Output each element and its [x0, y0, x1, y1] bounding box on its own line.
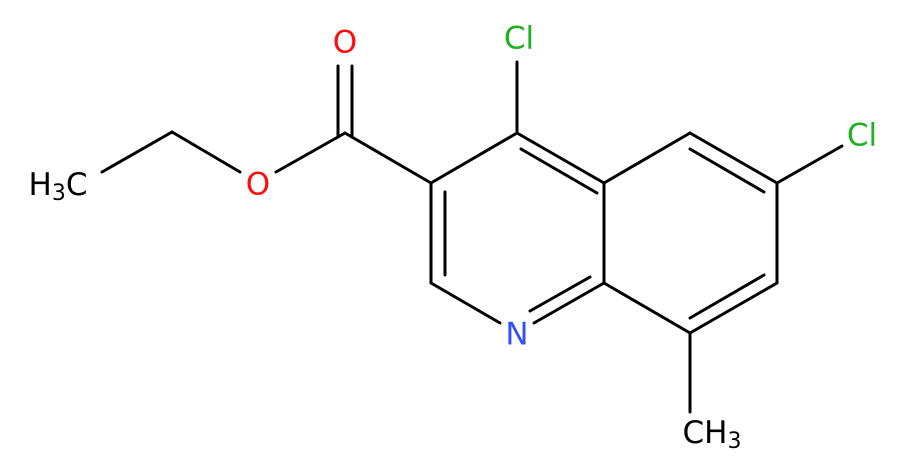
bond: [775, 144, 844, 185]
bond: [688, 281, 779, 335]
bond: [688, 131, 779, 185]
label-part: H: [29, 167, 52, 203]
bond: [532, 281, 606, 325]
bond: [100, 130, 174, 174]
bond: [519, 147, 599, 195]
bond: [688, 147, 766, 194]
bonds: [100, 60, 844, 414]
bond: [602, 131, 692, 185]
atom-label: Cl: [504, 21, 534, 57]
label-part: CH: [683, 415, 728, 451]
bond: [274, 131, 347, 174]
label-part: 3: [727, 429, 741, 454]
label-part: C: [66, 167, 88, 203]
bond: [343, 131, 433, 185]
bond: [429, 131, 519, 185]
atom-label: O: [333, 25, 357, 61]
atom-label: O: [246, 167, 270, 203]
bond: [602, 281, 692, 335]
atom-label: H3C: [29, 167, 88, 207]
atom-label: N: [505, 317, 528, 353]
bond: [688, 273, 766, 320]
atom-label: CH3: [683, 415, 742, 455]
bond: [515, 131, 606, 185]
atom-labels: O Cl Cl H3C O N CH3: [29, 21, 878, 455]
bond: [528, 275, 592, 313]
bond: [170, 130, 242, 174]
atom-label: Cl: [847, 118, 877, 154]
bond: [429, 281, 502, 325]
label-part: 3: [52, 181, 66, 206]
